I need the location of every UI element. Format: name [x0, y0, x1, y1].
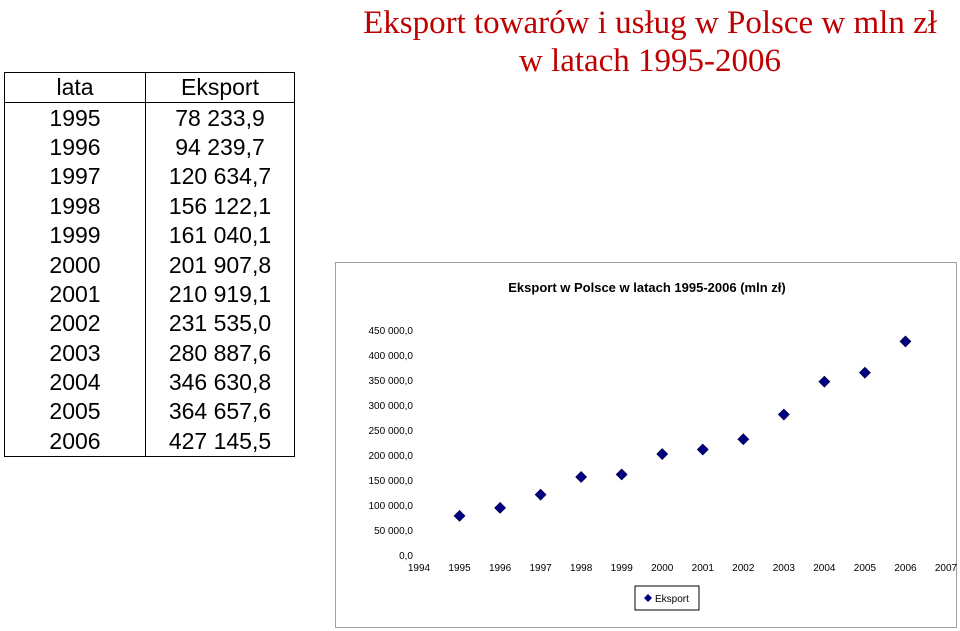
x-tick-label: 2000	[651, 563, 674, 574]
table-row: 1998 156 122,1	[4, 191, 295, 221]
table-cell-year: 2000	[4, 250, 146, 280]
table-body: 1995 78 233,9 1996 94 239,7 1997 120 634,7 199…	[4, 102, 295, 458]
table-row: 1997 120 634,7	[4, 162, 295, 192]
chart-area: Eksport w Polsce w latach 1995-2006 (mln…	[335, 262, 958, 628]
table-row: 2002 231 535,0	[4, 309, 295, 339]
data-point	[818, 375, 831, 388]
table-cell-year: 1995	[4, 102, 146, 133]
data-point	[858, 366, 871, 379]
table-row: 2003 280 887,6	[4, 338, 295, 368]
slide-title: Eksport towarów i usług w Polsce w mln z…	[345, 4, 955, 80]
data-point	[534, 488, 547, 501]
export-scatter-chart: Eksport w Polsce w latach 1995-2006 (mln…	[369, 280, 958, 611]
y-tick-label: 100 000,0	[369, 501, 414, 512]
table-cell-export: 364 657,6	[145, 397, 295, 427]
y-tick-label: 50 000,0	[374, 526, 413, 537]
legend-label: Eksport	[655, 594, 689, 605]
data-point	[453, 509, 466, 522]
table-cell-year: 2004	[4, 367, 146, 398]
y-tick-label: 0,0	[399, 551, 413, 562]
y-axis: 0,0 50 000,0 100 000,0 150 000,0 200 000,0 25…	[369, 326, 414, 562]
slide-title-line-1: Eksport towarów i usług w Polsce w mln z…	[363, 5, 937, 41]
data-point	[777, 408, 790, 421]
legend-marker-icon	[644, 594, 652, 602]
data-point	[899, 335, 912, 348]
y-tick-label: 450 000,0	[369, 326, 414, 337]
x-tick-label: 2007	[935, 563, 958, 574]
table-row: 2006 427 145,5	[4, 426, 295, 458]
y-tick-label: 150 000,0	[369, 476, 414, 487]
table-cell-export: 346 630,8	[145, 367, 295, 398]
table-cell-year: 2001	[4, 279, 146, 310]
table-cell-year: 1998	[4, 191, 146, 221]
data-point	[656, 448, 669, 460]
table-row: 2001 210 919,1	[4, 279, 295, 310]
x-tick-label: 1994	[408, 563, 431, 574]
table-row: 1995 78 233,9	[4, 102, 295, 133]
data-point	[494, 501, 507, 514]
table-row: 1996 94 239,7	[4, 132, 295, 163]
export-data-table: lata Eksport 1995 78 233,9 1996 94 239,7 199…	[4, 71, 295, 458]
table-cell-export: 201 907,8	[145, 250, 295, 280]
x-tick-label: 1999	[611, 563, 634, 574]
y-tick-label: 300 000,0	[369, 401, 414, 412]
y-tick-label: 200 000,0	[369, 451, 414, 462]
table-cell-year: 2003	[4, 338, 146, 368]
x-tick-label: 2004	[813, 563, 836, 574]
x-tick-label: 2003	[773, 563, 796, 574]
header-export: Eksport	[145, 71, 295, 104]
table-cell-export: 94 239,7	[145, 132, 295, 163]
table-cell-year: 1999	[4, 220, 146, 251]
x-axis: 1994 1995 1996 1997 1998 1999 2000 2001 2002 2003…	[408, 563, 958, 574]
x-tick-label: 2005	[854, 563, 877, 574]
data-points	[453, 335, 912, 522]
x-tick-label: 2002	[732, 563, 755, 574]
table-cell-year: 2005	[4, 397, 146, 427]
table-cell-export: 210 919,1	[145, 279, 295, 310]
x-tick-label: 1997	[529, 563, 552, 574]
table-cell-export: 427 145,5	[145, 426, 295, 458]
data-point	[575, 471, 588, 483]
table-cell-export: 120 634,7	[145, 162, 295, 192]
data-point	[696, 443, 709, 456]
x-tick-label: 2006	[894, 563, 917, 574]
table-row: 1999 161 040,1	[4, 220, 295, 251]
table-row: 2004 346 630,8	[4, 367, 295, 398]
table-row: 2005 364 657,6	[4, 397, 295, 427]
data-point	[615, 468, 628, 481]
table-cell-year: 2006	[4, 426, 146, 458]
y-tick-label: 250 000,0	[369, 426, 414, 437]
chart-legend: Eksport	[634, 585, 700, 611]
table-cell-export: 231 535,0	[145, 309, 295, 339]
y-tick-label: 350 000,0	[369, 376, 414, 387]
chart-title: Eksport w Polsce w latach 1995-2006 (mln…	[508, 280, 785, 295]
table-cell-export: 156 122,1	[145, 191, 295, 221]
y-tick-label: 400 000,0	[369, 351, 414, 362]
table-cell-year: 1996	[4, 132, 146, 163]
header-years: lata	[4, 71, 146, 104]
table-cell-export: 280 887,6	[145, 338, 295, 368]
x-tick-label: 2001	[692, 563, 715, 574]
table-cell-year: 2002	[4, 309, 146, 339]
table-cell-export: 78 233,9	[145, 102, 295, 133]
slide-title-line-2: w latach 1995-2006	[518, 43, 782, 79]
data-point	[737, 433, 750, 446]
x-tick-label: 1996	[489, 563, 512, 574]
table-row: 2000 201 907,8	[4, 250, 295, 280]
table-header-row: lata Eksport	[4, 71, 295, 104]
table-cell-year: 1997	[4, 162, 146, 192]
x-tick-label: 1995	[448, 563, 471, 574]
x-tick-label: 1998	[570, 563, 593, 574]
table-cell-export: 161 040,1	[145, 220, 295, 251]
